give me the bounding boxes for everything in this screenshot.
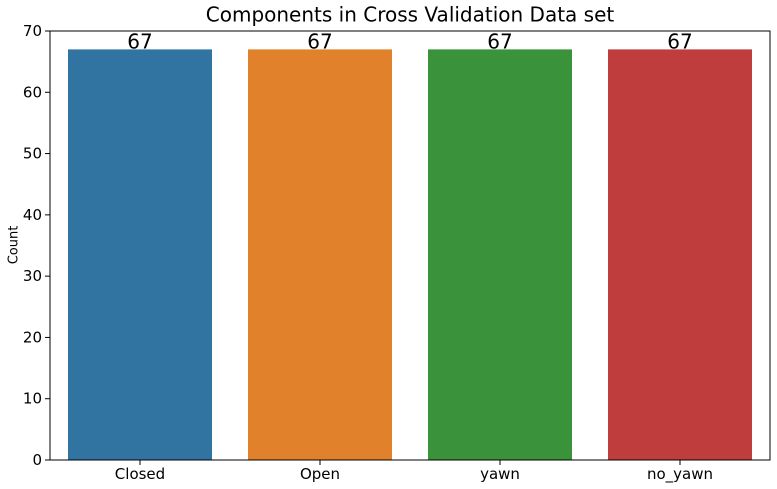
bar-closed: [68, 49, 212, 461]
data-label-no-yawn: 67: [667, 29, 692, 53]
plot-frame: [49, 30, 771, 461]
y-tick-label-60: 60: [23, 83, 42, 101]
y-tick-label-30: 30: [23, 267, 42, 285]
y-tick-label-0: 0: [32, 451, 42, 469]
bar-yawn: [428, 49, 572, 461]
x-tick-label-no-yawn: no_yawn: [647, 465, 713, 484]
bar-open: [248, 49, 392, 461]
x-ticks-group: Closed Open yawn no_yawn: [115, 460, 713, 484]
bar-no-yawn: [608, 49, 752, 461]
data-label-open: 67: [307, 29, 332, 53]
y-tick-label-20: 20: [23, 328, 42, 346]
x-tick-label-open: Open: [300, 465, 340, 483]
y-tick-label-10: 10: [23, 390, 42, 408]
x-tick-label-closed: Closed: [115, 465, 165, 483]
y-axis-label: Count: [7, 226, 22, 265]
y-tick-label-50: 50: [23, 145, 42, 163]
y-tick-label-70: 70: [23, 22, 42, 40]
y-ticks-group: 0 10 20 30 40 50 60 70: [23, 22, 50, 469]
data-label-yawn: 67: [487, 29, 512, 53]
data-label-closed: 67: [127, 29, 152, 53]
y-tick-label-40: 40: [23, 206, 42, 224]
bars-group: [68, 49, 752, 461]
chart-title: Components in Cross Validation Data set: [206, 3, 615, 27]
x-tick-label-yawn: yawn: [480, 465, 520, 483]
data-labels-group: 67 67 67 67: [127, 29, 692, 53]
